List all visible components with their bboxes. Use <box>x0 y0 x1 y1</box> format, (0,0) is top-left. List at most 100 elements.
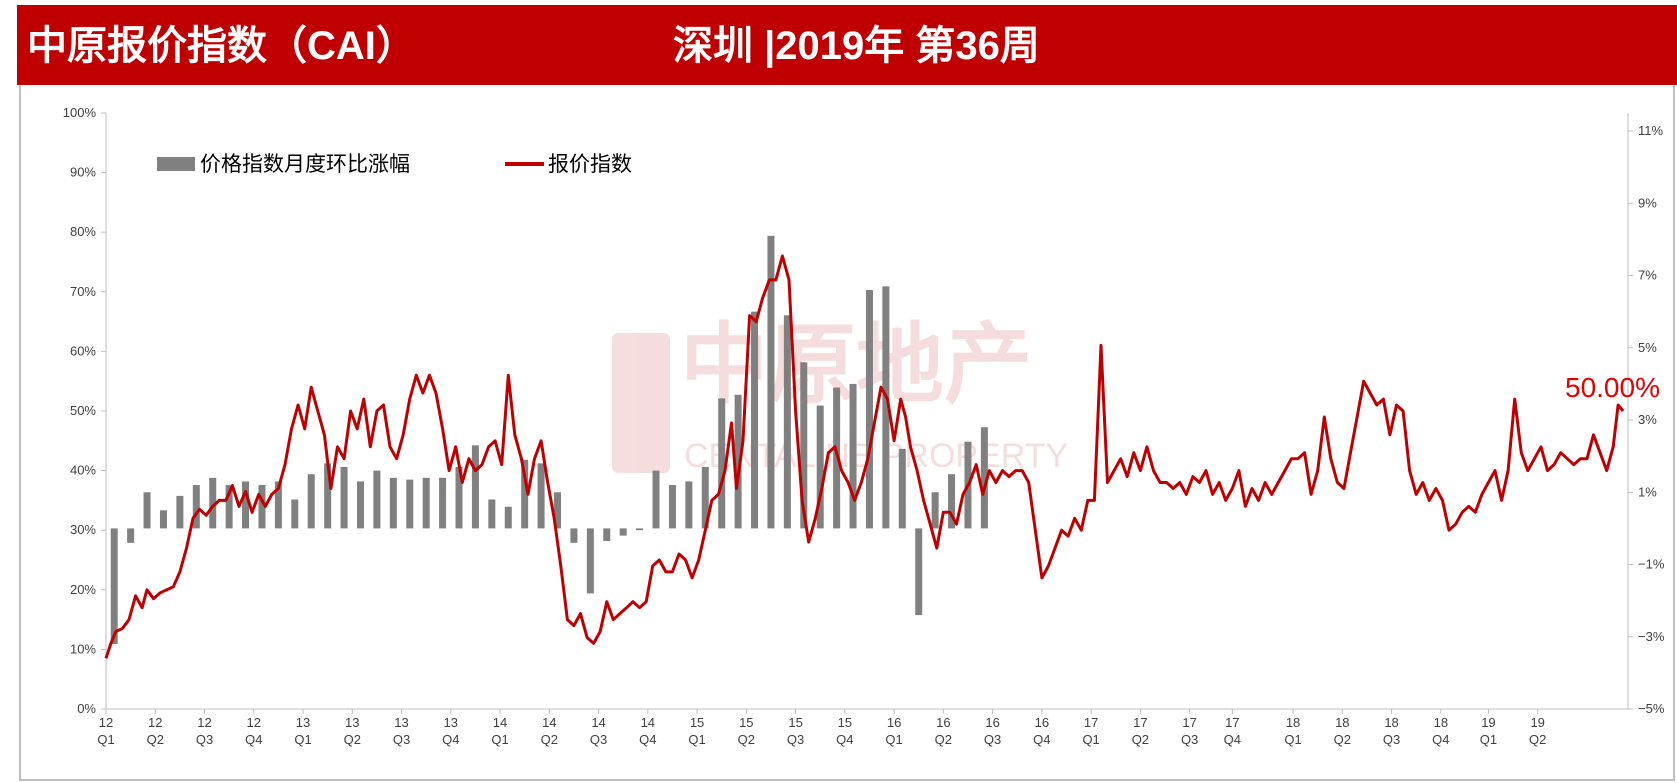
x-tick-year: 16 <box>936 715 950 730</box>
bar <box>915 528 923 616</box>
legend-label-bar: 价格指数月度环比涨幅 <box>200 153 410 176</box>
y-right-tick-label: 7% <box>1638 268 1657 283</box>
legend: 价格指数月度环比涨幅 报价指数 <box>157 153 632 176</box>
header-banner: 中原报价指数（CAI） 深圳 |2019年 第36周 <box>17 5 1677 85</box>
line-series <box>104 254 1625 659</box>
bar <box>570 528 578 543</box>
bar <box>324 463 332 529</box>
x-tick-year: 19 <box>1481 715 1495 730</box>
x-tick-quarter: Q3 <box>196 732 213 747</box>
x-tick-year: 18 <box>1434 715 1448 730</box>
x-tick-quarter: Q2 <box>1334 732 1351 747</box>
x-tick-quarter: Q3 <box>1181 732 1198 747</box>
x-tick-quarter: Q1 <box>294 732 311 747</box>
bar <box>192 485 200 529</box>
x-tick-quarter: Q3 <box>590 732 607 747</box>
bar <box>389 477 397 529</box>
x-tick-year: 19 <box>1530 715 1544 730</box>
bar <box>209 477 217 529</box>
x-tick-quarter: Q4 <box>1432 732 1449 747</box>
bar <box>636 528 644 531</box>
index-line <box>104 254 1625 659</box>
x-tick-quarter: Q1 <box>1284 732 1301 747</box>
y-left-tick-label: 40% <box>70 463 96 478</box>
bar <box>225 485 233 529</box>
x-tick-year: 13 <box>296 715 310 730</box>
legend-swatch-bar <box>157 157 195 171</box>
bar <box>980 427 988 529</box>
bar <box>783 315 791 529</box>
x-tick-year: 17 <box>1225 715 1239 730</box>
axes: 0% 10% 20% 30% 40% 50% 60% 70% 80% 90% 100% −5% −3% −… <box>63 105 1665 747</box>
x-tick-year: 14 <box>641 715 655 730</box>
bar <box>176 495 184 529</box>
x-tick-quarter: Q2 <box>541 732 558 747</box>
bar <box>439 477 447 529</box>
bar <box>554 492 562 529</box>
bar <box>816 405 824 529</box>
x-tick-year: 15 <box>690 715 704 730</box>
x-tick-year: 17 <box>1182 715 1196 730</box>
y-left-tick-label: 10% <box>70 641 96 656</box>
x-tick-quarter: Q2 <box>147 732 164 747</box>
x-tick-year: 16 <box>1035 715 1049 730</box>
bar <box>751 311 759 529</box>
y-left-tick-label: 80% <box>70 224 96 239</box>
x-tick-year: 13 <box>444 715 458 730</box>
bar <box>356 481 364 529</box>
x-tick-quarter: Q4 <box>1224 732 1241 747</box>
y-right-tick-label: 1% <box>1638 484 1657 499</box>
x-tick-year: 18 <box>1335 715 1349 730</box>
bar <box>931 492 939 529</box>
chart-frame <box>19 85 1675 781</box>
annotation-label: 50.00% <box>1565 372 1660 403</box>
page-title: 中原报价指数（CAI） <box>27 24 416 68</box>
bar <box>619 528 627 536</box>
y-right-tick-label: −1% <box>1638 557 1665 572</box>
bar <box>422 477 430 529</box>
bar <box>455 466 463 529</box>
x-tick-year: 13 <box>394 715 408 730</box>
page-subtitle: 深圳 |2019年 第36周 <box>673 24 1040 68</box>
bar <box>406 479 414 529</box>
x-tick-year: 14 <box>591 715 605 730</box>
y-left-tick-label: 90% <box>70 165 96 180</box>
bar <box>340 466 348 529</box>
x-tick-year: 13 <box>345 715 359 730</box>
bar <box>865 289 873 529</box>
y-left-tick-label: 0% <box>77 701 96 716</box>
legend-label-line: 报价指数 <box>548 153 632 176</box>
bar <box>258 485 266 529</box>
x-tick-quarter: Q2 <box>344 732 361 747</box>
bar <box>110 528 118 644</box>
bar <box>504 506 512 529</box>
x-tick-year: 14 <box>493 715 507 730</box>
bar <box>734 394 742 529</box>
bar <box>800 362 808 529</box>
bar <box>274 481 282 529</box>
bar <box>685 481 693 529</box>
bar <box>849 383 857 529</box>
bar-series <box>110 235 988 644</box>
bar <box>652 470 660 529</box>
x-tick-year: 16 <box>985 715 999 730</box>
bar <box>471 445 479 529</box>
bar <box>307 474 315 529</box>
x-tick-quarter: Q3 <box>393 732 410 747</box>
x-tick-quarter: Q2 <box>1529 732 1546 747</box>
y-left-tick-label: 50% <box>70 403 96 418</box>
x-tick-quarter: Q4 <box>1033 732 1050 747</box>
x-tick-year: 18 <box>1286 715 1300 730</box>
bar <box>948 474 956 529</box>
x-tick-year: 15 <box>739 715 753 730</box>
y-left-tick-label: 60% <box>70 343 96 358</box>
bar <box>701 466 709 529</box>
x-tick-quarter: Q1 <box>1480 732 1497 747</box>
x-tick-quarter: Q4 <box>442 732 459 747</box>
bar <box>668 485 676 529</box>
bar <box>898 448 906 529</box>
y-right-tick-label: 5% <box>1638 340 1657 355</box>
x-tick-year: 17 <box>1084 715 1098 730</box>
x-tick-year: 12 <box>197 715 211 730</box>
